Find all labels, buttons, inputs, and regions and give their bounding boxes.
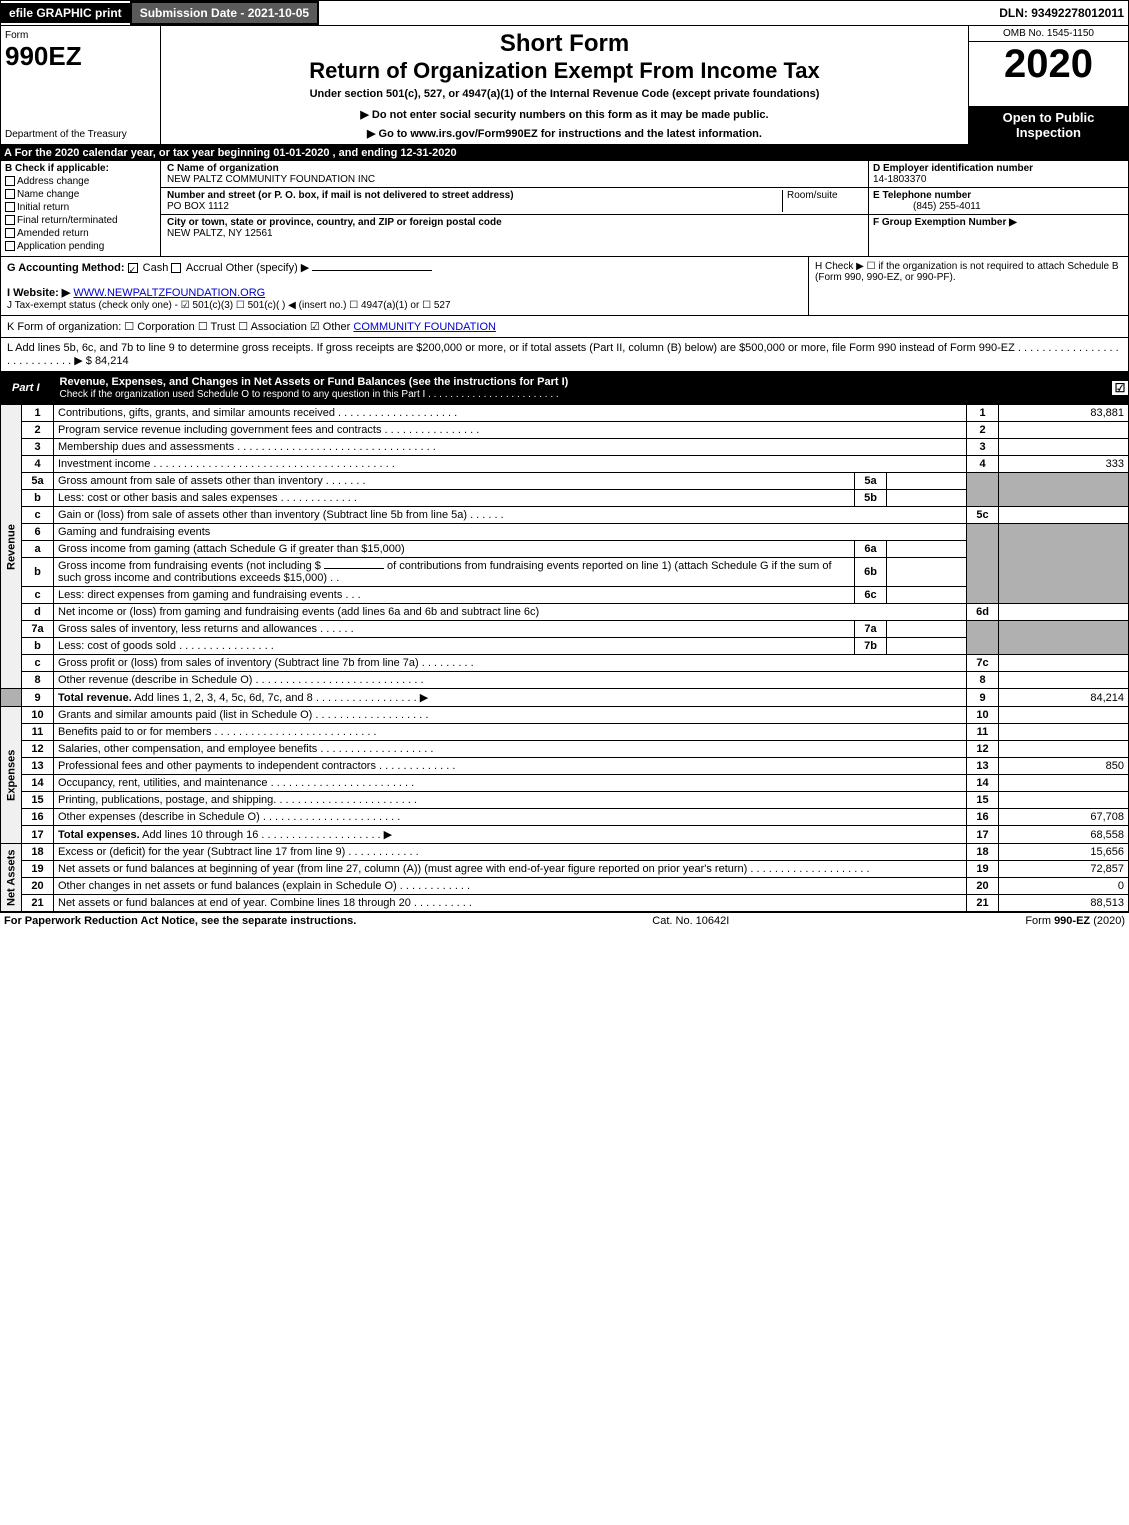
open-public-badge: Open to Public Inspection <box>969 106 1128 144</box>
section-k: K Form of organization: ☐ Corporation ☐ … <box>0 316 1129 338</box>
footer-left: For Paperwork Reduction Act Notice, see … <box>4 915 356 927</box>
section-l: L Add lines 5b, 6c, and 7b to line 9 to … <box>0 338 1129 372</box>
room-label: Room/suite <box>787 190 838 201</box>
top-bar: efile GRAPHIC print Submission Date - 20… <box>0 0 1129 26</box>
header-left: Form 990EZ Department of the Treasury <box>1 26 161 144</box>
footer: For Paperwork Reduction Act Notice, see … <box>0 912 1129 929</box>
addr-label: Number and street (or P. O. box, if mail… <box>167 190 514 201</box>
part1-header: Part I Revenue, Expenses, and Changes in… <box>0 372 1129 404</box>
org-name-label: C Name of organization <box>167 163 279 174</box>
ein-value: 14-1803370 <box>873 174 926 185</box>
checkbox-amended[interactable]: Amended return <box>5 228 156 239</box>
org-type-link[interactable]: COMMUNITY FOUNDATION <box>353 321 496 333</box>
checkbox-pending[interactable]: Application pending <box>5 241 156 252</box>
checkbox-final[interactable]: Final return/terminated <box>5 215 156 226</box>
under-section: Under section 501(c), 527, or 4947(a)(1)… <box>165 88 964 100</box>
city-value: NEW PALTZ, NY 12561 <box>167 228 273 239</box>
revenue-side-label: Revenue <box>1 405 22 689</box>
checkbox-address[interactable]: Address change <box>5 176 156 187</box>
part1-check: Check if the organization used Schedule … <box>60 389 559 400</box>
addr-value: PO BOX 1112 <box>167 201 229 212</box>
form-label: Form <box>5 30 156 41</box>
part1-label: Part I <box>0 378 52 398</box>
header-right: OMB No. 1545-1150 2020 Open to Public In… <box>968 26 1128 144</box>
footer-right: Form 990-EZ (2020) <box>1025 915 1125 927</box>
accrual-checkbox[interactable] <box>171 263 181 273</box>
ein-label: D Employer identification number <box>873 163 1033 174</box>
period-row: A For the 2020 calendar year, or tax yea… <box>0 145 1129 161</box>
expenses-side-label: Expenses <box>1 707 22 844</box>
omb-number: OMB No. 1545-1150 <box>969 26 1128 42</box>
part1-title: Revenue, Expenses, and Changes in Net As… <box>60 376 569 388</box>
info-right: D Employer identification number 14-1803… <box>868 161 1128 256</box>
efile-button[interactable]: efile GRAPHIC print <box>1 3 130 23</box>
phone-label: E Telephone number <box>873 190 971 201</box>
section-c: C Name of organization NEW PALTZ COMMUNI… <box>161 161 868 256</box>
group-exemption-label: F Group Exemption Number ▶ <box>873 217 1017 228</box>
public-note: ▶ Do not enter social security numbers o… <box>165 108 964 121</box>
cash-checkbox[interactable] <box>128 263 138 273</box>
dln-label: DLN: 93492278012011 <box>999 6 1128 20</box>
checkbox-initial[interactable]: Initial return <box>5 202 156 213</box>
accounting-label: G Accounting Method: <box>7 262 125 274</box>
city-label: City or town, state or province, country… <box>167 217 502 228</box>
phone-value: (845) 255-4011 <box>873 201 981 212</box>
section-g-h: G Accounting Method: Cash Accrual Other … <box>0 257 1129 316</box>
checkbox-name[interactable]: Name change <box>5 189 156 200</box>
header-center: Short Form Return of Organization Exempt… <box>161 26 968 144</box>
org-name: NEW PALTZ COMMUNITY FOUNDATION INC <box>167 174 375 185</box>
section-b-label: B Check if applicable: <box>5 163 156 174</box>
return-title: Return of Organization Exempt From Incom… <box>165 58 964 84</box>
form-number: 990EZ <box>5 41 156 72</box>
netassets-side-label: Net Assets <box>1 844 22 912</box>
section-b: B Check if applicable: Address change Na… <box>1 161 161 256</box>
footer-center: Cat. No. 10642I <box>652 915 729 927</box>
part1-table: Revenue 1 Contributions, gifts, grants, … <box>0 404 1129 912</box>
tax-exempt-status: J Tax-exempt status (check only one) - ☑… <box>7 300 451 311</box>
go-to-link[interactable]: ▶ Go to www.irs.gov/Form990EZ for instru… <box>165 127 964 140</box>
short-form-title: Short Form <box>165 30 964 58</box>
header-row: Form 990EZ Department of the Treasury Sh… <box>0 26 1129 145</box>
schedule-o-check[interactable]: ☑ <box>1111 380 1129 396</box>
tax-year: 2020 <box>969 42 1128 106</box>
submission-button[interactable]: Submission Date - 2021-10-05 <box>130 1 319 25</box>
dept-label: Department of the Treasury <box>5 129 156 140</box>
section-h: H Check ▶ ☐ if the organization is not r… <box>808 257 1128 315</box>
top-bar-left: efile GRAPHIC print Submission Date - 20… <box>1 1 319 25</box>
website-label: I Website: ▶ <box>7 287 70 299</box>
info-grid: B Check if applicable: Address change Na… <box>0 161 1129 257</box>
website-link[interactable]: WWW.NEWPALTZFOUNDATION.ORG <box>73 287 265 299</box>
